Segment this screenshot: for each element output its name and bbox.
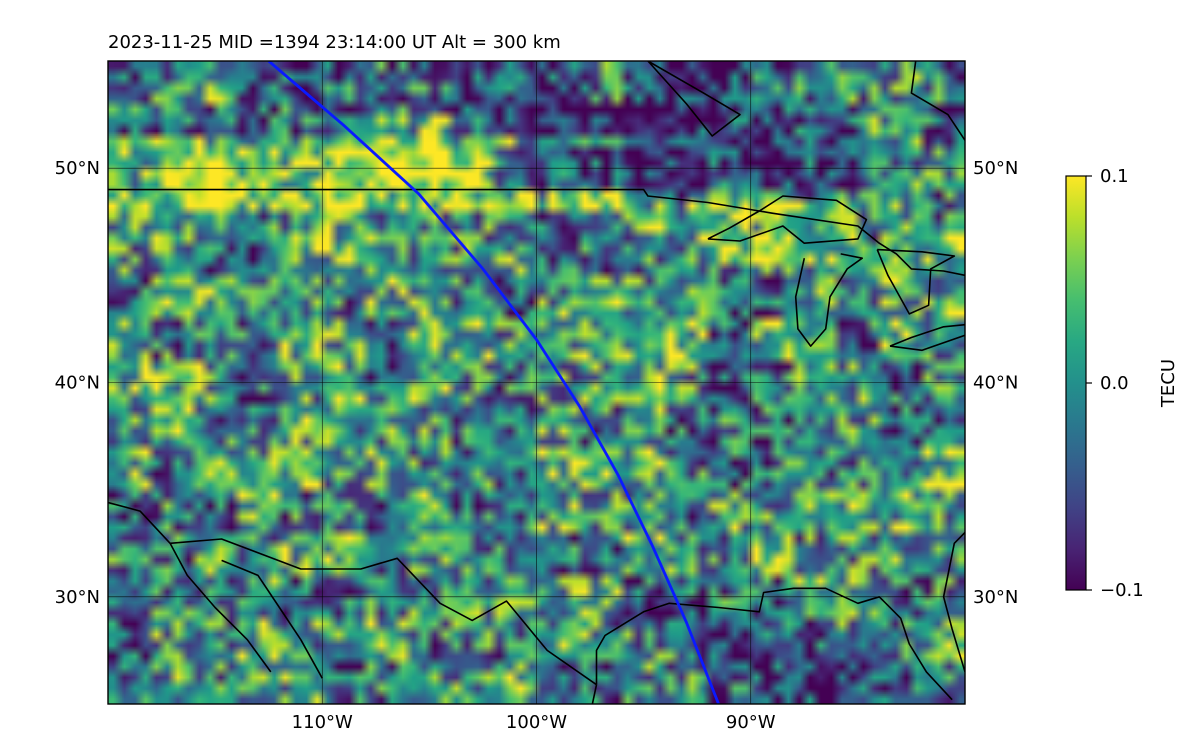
us-canada-border [108,188,965,277]
chart-title: 2023-11-25 MID =1394 23:14:00 UT Alt = 3… [108,32,561,53]
map-features [108,61,965,704]
gridlines [108,61,965,704]
y-tick-label-right: 40°N [973,373,1018,394]
y-tick-label-left: 30°N [55,587,100,608]
lake-michigan [794,253,864,347]
gulf-of-california [221,559,323,679]
satellite-track [267,61,720,704]
lake-erie [889,323,965,352]
colorbar-label: TECU [1158,359,1179,408]
colorbar-gradient [1065,175,1087,591]
baja-peninsula [169,542,272,673]
pacific-coast [108,501,171,544]
colorbar-tick-label: 0.1 [1100,166,1129,187]
y-tick-label-left: 40°N [55,373,100,394]
x-tick-label: 90°W [726,712,776,733]
mexico-east-coast [591,684,598,704]
hudson-bay-east [910,61,965,141]
colorbar-tick-label: 0.0 [1100,373,1129,394]
y-tick-label-left: 50°N [55,158,100,179]
x-tick-label: 100°W [506,712,567,733]
y-tick-label-right: 30°N [973,587,1018,608]
x-tick-label: 110°W [292,712,353,733]
y-tick-label-right: 50°N [973,158,1018,179]
colorbar-tick-label: −0.1 [1100,580,1144,601]
plot-frame [107,60,966,705]
hudson-bay-coast [647,61,741,137]
lake-huron [876,248,956,315]
colorbar: 0.1 0.0 −0.1 TECU [1065,166,1179,601]
lake-superior [707,195,868,244]
us-mexico-border [170,538,597,686]
map-area: 110°W 100°W 90°W 30°N 30°N 40°N 40°N 50°N 50°N [55,60,1018,733]
gulf-coast [595,587,953,701]
